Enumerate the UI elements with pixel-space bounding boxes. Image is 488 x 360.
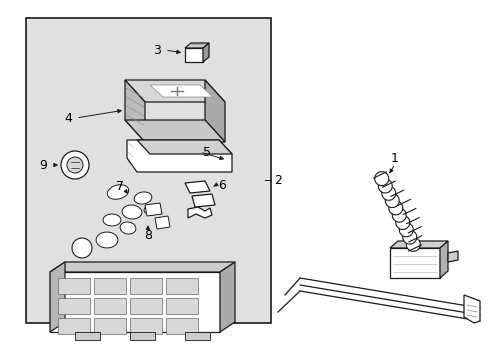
Bar: [130, 332, 155, 340]
Bar: [26, 18, 270, 323]
Bar: [75, 332, 100, 340]
Ellipse shape: [377, 179, 391, 193]
Polygon shape: [50, 272, 220, 332]
Ellipse shape: [406, 237, 419, 251]
Circle shape: [67, 157, 83, 173]
Polygon shape: [96, 232, 118, 248]
Bar: [165, 278, 198, 294]
Polygon shape: [50, 262, 65, 332]
Polygon shape: [137, 140, 231, 154]
Ellipse shape: [398, 223, 412, 237]
Bar: [130, 318, 162, 334]
Bar: [130, 298, 162, 314]
Polygon shape: [103, 214, 121, 226]
Polygon shape: [127, 140, 231, 172]
Ellipse shape: [388, 201, 402, 215]
Bar: [94, 298, 126, 314]
Text: 4: 4: [64, 112, 72, 125]
Polygon shape: [187, 207, 212, 218]
Polygon shape: [463, 295, 479, 323]
Polygon shape: [125, 120, 224, 142]
Circle shape: [72, 238, 92, 258]
Polygon shape: [184, 181, 209, 193]
Text: 8: 8: [143, 229, 152, 242]
Circle shape: [61, 151, 89, 179]
Polygon shape: [447, 251, 457, 262]
Ellipse shape: [385, 194, 398, 208]
Bar: [58, 278, 90, 294]
Bar: [184, 332, 209, 340]
Polygon shape: [107, 185, 128, 199]
Polygon shape: [389, 241, 447, 248]
Bar: [94, 278, 126, 294]
Ellipse shape: [381, 186, 395, 200]
Polygon shape: [150, 85, 213, 97]
Ellipse shape: [374, 172, 388, 186]
Polygon shape: [50, 262, 235, 272]
Ellipse shape: [395, 215, 409, 229]
Polygon shape: [184, 43, 208, 48]
Text: 9: 9: [39, 158, 47, 171]
Bar: [165, 318, 198, 334]
Polygon shape: [389, 248, 439, 278]
Text: 6: 6: [218, 179, 225, 192]
Polygon shape: [204, 80, 224, 142]
Polygon shape: [134, 192, 152, 204]
Polygon shape: [120, 222, 136, 234]
Text: 3: 3: [153, 44, 161, 57]
Bar: [58, 318, 90, 334]
Text: 7: 7: [116, 180, 124, 193]
Ellipse shape: [391, 208, 406, 222]
Polygon shape: [155, 216, 170, 229]
Text: 1: 1: [390, 152, 398, 165]
Polygon shape: [144, 205, 160, 215]
Text: 2: 2: [273, 174, 282, 186]
Ellipse shape: [402, 230, 416, 244]
Polygon shape: [122, 205, 142, 219]
Bar: [130, 278, 162, 294]
Bar: [94, 318, 126, 334]
Polygon shape: [203, 43, 208, 62]
Polygon shape: [220, 262, 235, 332]
Bar: [165, 298, 198, 314]
Polygon shape: [184, 48, 203, 62]
Polygon shape: [125, 80, 145, 142]
Polygon shape: [145, 203, 162, 216]
Text: 5: 5: [203, 145, 210, 158]
Polygon shape: [439, 241, 447, 278]
Polygon shape: [125, 80, 224, 102]
Polygon shape: [192, 194, 215, 207]
Bar: [58, 298, 90, 314]
